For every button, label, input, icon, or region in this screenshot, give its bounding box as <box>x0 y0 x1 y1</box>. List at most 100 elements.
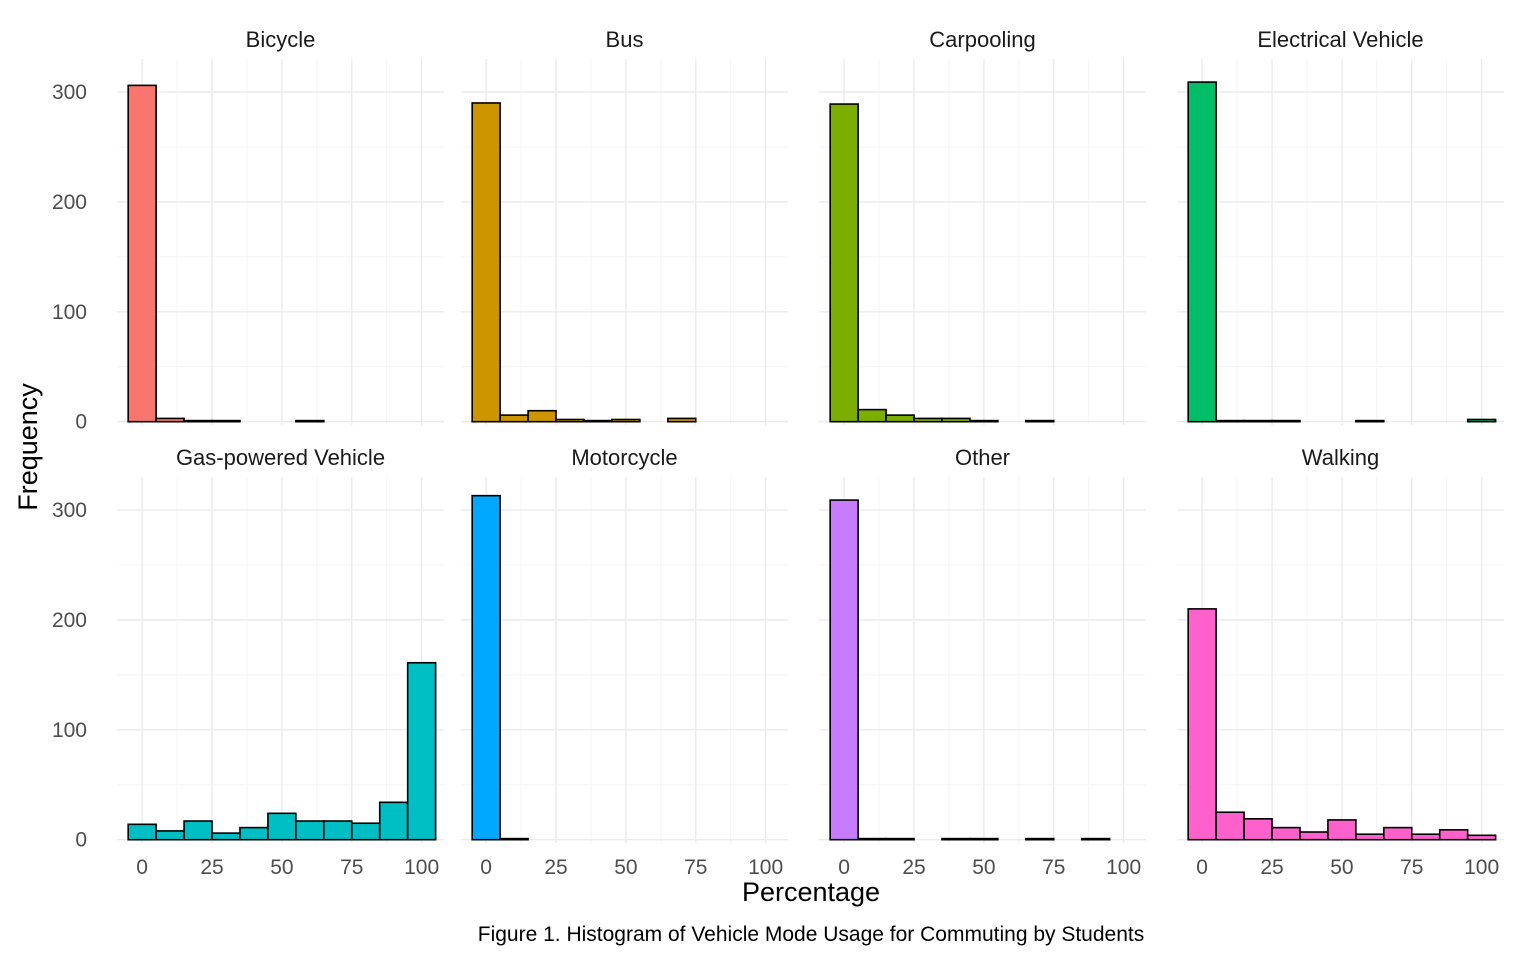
histogram-bar <box>295 820 325 841</box>
histogram-bar <box>555 418 585 423</box>
histogram-bar <box>406 661 437 841</box>
histogram-bar <box>969 419 999 423</box>
x-tick-label: 0 <box>1196 856 1208 879</box>
y-tick-label: 100 <box>52 719 87 742</box>
facet-strip-title: Walking <box>1302 445 1379 470</box>
x-tick-label: 0 <box>480 856 492 879</box>
x-axis-title: Percentage <box>742 877 880 907</box>
histogram-bar <box>1243 419 1273 423</box>
histogram-bar <box>1271 826 1301 841</box>
histogram-bar <box>295 419 325 423</box>
histogram-bar <box>1466 834 1497 841</box>
facet-panel-0: Bicycle 0 100 200 300 <box>52 27 444 434</box>
histogram-bar <box>1410 833 1441 841</box>
y-tick-label: 200 <box>52 191 87 214</box>
facet-panel-4: Gas-powered Vehicle 0 100 200 300 0 25 50 75 100 <box>52 445 444 879</box>
x-tick-label: 100 <box>1464 856 1499 879</box>
facet-panel-2: Carpooling <box>819 27 1146 425</box>
facet-panel-7: Walking 0 25 50 75 100 <box>1177 445 1504 879</box>
y-tick-label: 200 <box>52 609 87 632</box>
histogram-bar <box>1187 81 1217 423</box>
histogram-bar <box>1187 608 1217 841</box>
x-tick-label: 0 <box>838 856 850 879</box>
histogram-bar <box>1355 833 1385 841</box>
histogram-bar <box>1271 419 1301 423</box>
histogram-bar <box>1438 829 1469 841</box>
histogram-bar <box>350 822 381 841</box>
y-tick-label: 100 <box>52 301 87 324</box>
histogram-bar <box>499 414 529 423</box>
histogram-bar <box>611 418 641 423</box>
facet-strip-title: Gas-powered Vehicle <box>176 445 385 470</box>
histogram-bar <box>885 837 915 841</box>
histogram-bar <box>913 417 943 423</box>
facet-strip-title: Bicycle <box>246 27 316 52</box>
histogram-bar <box>667 417 697 423</box>
histogram-bar <box>857 837 887 841</box>
histogram-bar <box>499 837 529 841</box>
histogram-bar <box>829 103 859 423</box>
histogram-bar <box>885 414 915 423</box>
histogram-bar <box>1215 811 1245 841</box>
histogram-bar <box>527 409 557 423</box>
histogram-bar <box>1299 831 1329 841</box>
x-tick-label: 100 <box>404 856 439 879</box>
facet-strip-title: Carpooling <box>929 27 1035 52</box>
histogram-bar <box>583 419 613 423</box>
facet-panel-6: Other 0 25 50 75 100 <box>819 445 1146 879</box>
histogram-bar <box>155 830 185 841</box>
histogram-bar <box>323 820 353 841</box>
histogram-bar <box>471 494 501 841</box>
histogram-bar <box>1215 419 1245 423</box>
facet-panels: Bicycle 0 100 200 300 Bus Carpooling Electrical… <box>52 27 1504 879</box>
x-tick-label: 25 <box>902 856 925 879</box>
histogram-bar <box>941 837 971 841</box>
histogram-bar <box>969 837 999 841</box>
x-tick-label: 0 <box>136 856 148 879</box>
x-tick-label: 100 <box>1106 856 1141 879</box>
histogram-bar <box>211 419 241 423</box>
histogram-bar <box>267 812 297 841</box>
x-tick-label: 50 <box>270 856 293 879</box>
histogram-bar <box>183 820 213 841</box>
histogram-bar <box>1243 818 1273 841</box>
x-tick-label: 75 <box>340 856 363 879</box>
histogram-bar <box>1080 837 1111 841</box>
histogram-bar <box>239 826 269 841</box>
facet-panel-3: Electrical Vehicle <box>1177 27 1504 425</box>
figure-caption: Figure 1. Histogram of Vehicle Mode Usag… <box>478 923 1144 946</box>
histogram-bar <box>183 419 213 423</box>
histogram-bar <box>127 84 157 423</box>
facet-strip-title: Electrical Vehicle <box>1257 27 1423 52</box>
y-tick-label: 300 <box>52 81 87 104</box>
histogram-bar <box>1025 837 1055 841</box>
histogram-bar <box>1466 418 1497 423</box>
histogram-bar <box>941 417 971 423</box>
histogram-bar <box>1327 819 1357 841</box>
x-tick-label: 25 <box>200 856 223 879</box>
x-tick-label: 100 <box>748 856 783 879</box>
histogram-bar <box>829 499 859 841</box>
facet-strip-title: Other <box>955 445 1010 470</box>
facet-strip-title: Bus <box>606 27 644 52</box>
y-tick-label: 0 <box>75 411 87 434</box>
x-tick-label: 75 <box>1042 856 1065 879</box>
x-tick-label: 75 <box>1400 856 1423 879</box>
x-tick-label: 75 <box>684 856 707 879</box>
x-tick-label: 25 <box>1260 856 1283 879</box>
x-tick-label: 50 <box>972 856 995 879</box>
facet-panel-5: Motorcycle 0 25 50 75 100 <box>461 445 788 879</box>
facet-panel-1: Bus <box>461 27 788 425</box>
histogram-bar <box>378 801 409 841</box>
facet-strip-title: Motorcycle <box>571 445 677 470</box>
histogram-bar <box>471 102 501 423</box>
x-tick-label: 25 <box>544 856 567 879</box>
histogram-bar <box>211 832 241 841</box>
histogram-bar <box>1383 826 1413 841</box>
histogram-bar <box>127 823 157 841</box>
histogram-bar <box>155 417 185 423</box>
y-tick-label: 300 <box>52 499 87 522</box>
y-axis-title: Frequency <box>13 383 43 511</box>
